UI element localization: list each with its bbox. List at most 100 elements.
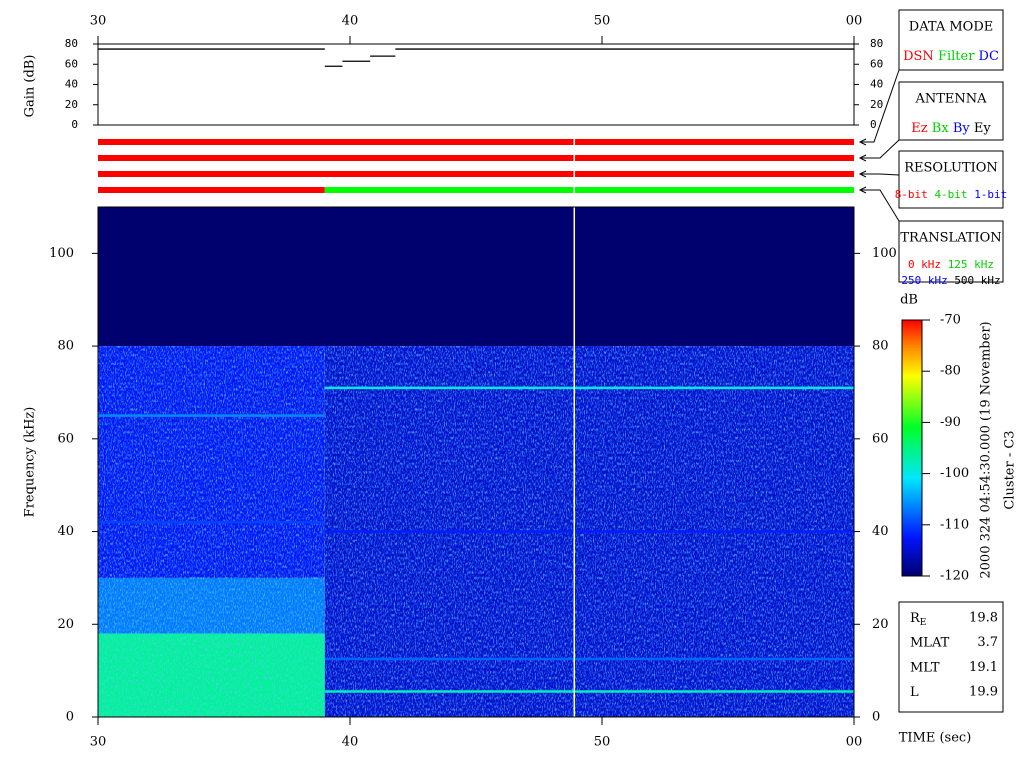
pointer bbox=[860, 189, 900, 222]
y-tick-label: 20 bbox=[65, 98, 78, 111]
noise-texture bbox=[98, 577, 325, 634]
legend-item: By bbox=[953, 121, 971, 136]
y-tick-label: 40 bbox=[57, 524, 74, 539]
x-tick-label: 40 bbox=[342, 735, 359, 750]
noise-texture bbox=[98, 346, 325, 578]
x-tick-label: 00 bbox=[846, 735, 863, 750]
legend-title: RESOLUTION bbox=[904, 161, 998, 176]
y-tick-label: 0 bbox=[872, 710, 880, 725]
spacer bbox=[941, 258, 948, 271]
colorbar bbox=[901, 319, 923, 577]
spacer bbox=[968, 188, 975, 201]
y-tick-label: 100 bbox=[872, 246, 897, 261]
y-tick-label: 0 bbox=[71, 118, 78, 131]
ephemeris-value: 3.7 bbox=[977, 635, 998, 650]
time-annotation: 2000 324 04:54:30.000 (19 November) bbox=[979, 321, 994, 578]
ephemeris-label: MLAT bbox=[910, 635, 950, 650]
colorbar-tick-label: -80 bbox=[940, 364, 961, 379]
ephemeris-label-text: MLAT bbox=[910, 635, 950, 650]
x-tick-label: 50 bbox=[594, 14, 611, 29]
colorbar-tick-label: -90 bbox=[940, 415, 961, 430]
legend-line: 0 kHz 125 kHz bbox=[908, 258, 994, 271]
y-tick-label: 20 bbox=[57, 617, 74, 632]
status-bar bbox=[98, 155, 854, 161]
pointer bbox=[860, 139, 900, 159]
spacer bbox=[928, 188, 935, 201]
y-tick-label: 0 bbox=[870, 118, 877, 131]
pointer bbox=[860, 69, 900, 143]
ephemeris-label-text: R bbox=[910, 611, 921, 626]
y-tick-label: 80 bbox=[870, 37, 883, 50]
y-tick-label: 60 bbox=[870, 57, 883, 70]
status-bar bbox=[98, 171, 854, 177]
y-tick-label: 40 bbox=[870, 78, 883, 91]
y-tick-label: 80 bbox=[57, 339, 74, 354]
x-tick-label: 50 bbox=[594, 735, 611, 750]
legend-item: 1-bit bbox=[974, 188, 1007, 201]
spectrogram-region bbox=[98, 207, 854, 347]
x-tick-label: 30 bbox=[90, 735, 107, 750]
legend-item: DC bbox=[979, 49, 999, 64]
ephemeris-label: MLT bbox=[910, 660, 940, 675]
axis-frame bbox=[97, 206, 855, 718]
status-bar bbox=[324, 187, 854, 193]
status-bar bbox=[98, 139, 854, 145]
ephemeris-label: RE bbox=[910, 611, 926, 628]
x-tick-label: 40 bbox=[342, 14, 359, 29]
colorbar-tick-label: -100 bbox=[940, 466, 969, 481]
legend-line: 250 kHz 500 kHz bbox=[901, 274, 1000, 287]
noise-texture bbox=[98, 633, 325, 717]
y-tick-label: 40 bbox=[65, 78, 78, 91]
legend-box bbox=[898, 150, 1004, 209]
legend-line: DSN Filter DC bbox=[903, 49, 999, 64]
ephemeris-label: L bbox=[910, 685, 919, 700]
legend-line: 8-bit 4-bit 1-bit bbox=[895, 188, 1008, 201]
ephemeris-value: 19.9 bbox=[969, 685, 998, 700]
legend-box bbox=[898, 81, 1004, 141]
spacer bbox=[948, 274, 955, 287]
ephemeris-subscript: E bbox=[920, 618, 927, 628]
ephemeris-box bbox=[898, 601, 1004, 713]
legend-item: Ez bbox=[911, 121, 927, 136]
y-tick-label: 40 bbox=[872, 524, 889, 539]
y-tick-label: 20 bbox=[870, 98, 883, 111]
legend-title: ANTENNA bbox=[914, 92, 987, 107]
legend-item: 0 kHz bbox=[908, 258, 941, 271]
legend-title: DATA MODE bbox=[909, 20, 993, 35]
ephemeris-label-text: MLT bbox=[910, 660, 940, 675]
ephemeris-label-text: L bbox=[910, 685, 919, 700]
colorbar-tick-label: -70 bbox=[940, 313, 961, 328]
legend-line: Ez Bx By Ey bbox=[911, 121, 991, 136]
legend-item: 125 kHz bbox=[948, 258, 994, 271]
frequency-axis-label: Frequency (kHz) bbox=[23, 407, 38, 518]
y-tick-label: 60 bbox=[65, 57, 78, 70]
y-tick-label: 80 bbox=[872, 339, 889, 354]
legend-item: 4-bit bbox=[934, 188, 967, 201]
x-tick-label: 00 bbox=[846, 14, 863, 29]
pointer-lines bbox=[858, 69, 900, 222]
ephemeris-value: 19.1 bbox=[969, 660, 998, 675]
y-tick-label: 100 bbox=[49, 246, 74, 261]
spacecraft: Cluster - C3 bbox=[1003, 430, 1018, 509]
legend-item: DSN bbox=[903, 49, 934, 64]
colorbar-tick-label: -120 bbox=[940, 569, 969, 584]
legend-item: Filter bbox=[938, 49, 975, 64]
layout bbox=[858, 9, 1004, 713]
y-tick-label: 0 bbox=[66, 710, 74, 725]
y-tick-label: 80 bbox=[65, 37, 78, 50]
y-tick-label: 60 bbox=[872, 431, 889, 446]
legend-box bbox=[898, 9, 1004, 71]
ephemeris-value: 19.8 bbox=[969, 611, 998, 626]
pointer bbox=[860, 173, 900, 176]
legend-box bbox=[898, 220, 1004, 283]
y-tick-label: 60 bbox=[57, 431, 74, 446]
legend-item: 8-bit bbox=[895, 188, 928, 201]
legend-item: 250 kHz bbox=[901, 274, 947, 287]
legend-title: TRANSLATION bbox=[900, 231, 1001, 246]
legend-item: 500 kHz bbox=[954, 274, 1000, 287]
y-tick-label: 20 bbox=[872, 617, 889, 632]
legend-item: Bx bbox=[932, 121, 950, 136]
status-bar bbox=[98, 187, 325, 193]
